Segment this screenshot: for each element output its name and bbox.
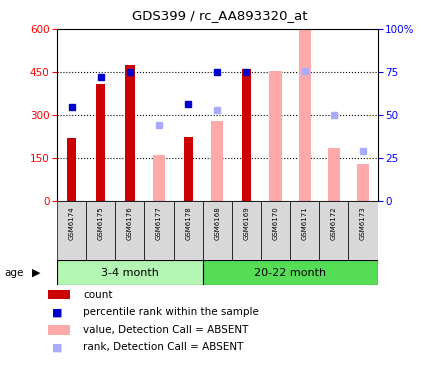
Text: GSM6169: GSM6169 xyxy=(243,206,249,240)
Text: rank, Detection Call = ABSENT: rank, Detection Call = ABSENT xyxy=(83,342,243,352)
Text: value, Detection Call = ABSENT: value, Detection Call = ABSENT xyxy=(83,325,248,335)
Bar xyxy=(356,164,368,201)
Text: GSM6176: GSM6176 xyxy=(127,206,133,240)
Bar xyxy=(115,201,144,260)
Text: GSM6178: GSM6178 xyxy=(185,206,191,240)
Bar xyxy=(173,201,202,260)
Text: GSM6172: GSM6172 xyxy=(330,206,336,240)
Text: GSM6170: GSM6170 xyxy=(272,206,278,240)
Bar xyxy=(125,65,134,201)
Text: GSM6175: GSM6175 xyxy=(98,206,103,240)
Bar xyxy=(261,201,290,260)
Text: ▶: ▶ xyxy=(32,268,40,278)
Text: GSM6171: GSM6171 xyxy=(301,206,307,240)
Text: GSM6177: GSM6177 xyxy=(155,206,162,240)
Text: GSM6174: GSM6174 xyxy=(68,206,74,240)
Bar xyxy=(211,121,223,201)
Bar xyxy=(290,201,318,260)
Bar xyxy=(57,201,86,260)
Text: 3-4 month: 3-4 month xyxy=(101,268,159,278)
Bar xyxy=(327,148,339,201)
Text: ■: ■ xyxy=(52,342,62,352)
Text: ■: ■ xyxy=(52,307,62,317)
Bar xyxy=(96,84,105,201)
Bar xyxy=(269,71,281,201)
Bar xyxy=(144,201,173,260)
Bar xyxy=(152,154,165,201)
Bar xyxy=(231,201,261,260)
Text: 20-22 month: 20-22 month xyxy=(254,268,325,278)
Bar xyxy=(67,138,76,201)
Bar xyxy=(183,137,192,201)
Text: GDS399 / rc_AA893320_at: GDS399 / rc_AA893320_at xyxy=(131,9,307,22)
Bar xyxy=(202,201,231,260)
Bar xyxy=(348,201,377,260)
Bar xyxy=(57,260,202,285)
Text: GSM6173: GSM6173 xyxy=(359,206,365,240)
Text: GSM6168: GSM6168 xyxy=(214,206,220,240)
Text: age: age xyxy=(4,268,24,278)
Bar xyxy=(318,201,348,260)
Text: percentile rank within the sample: percentile rank within the sample xyxy=(83,307,259,317)
Bar xyxy=(202,260,377,285)
Bar xyxy=(86,201,115,260)
Text: count: count xyxy=(83,290,113,300)
Bar xyxy=(298,29,310,201)
Bar xyxy=(241,70,251,201)
